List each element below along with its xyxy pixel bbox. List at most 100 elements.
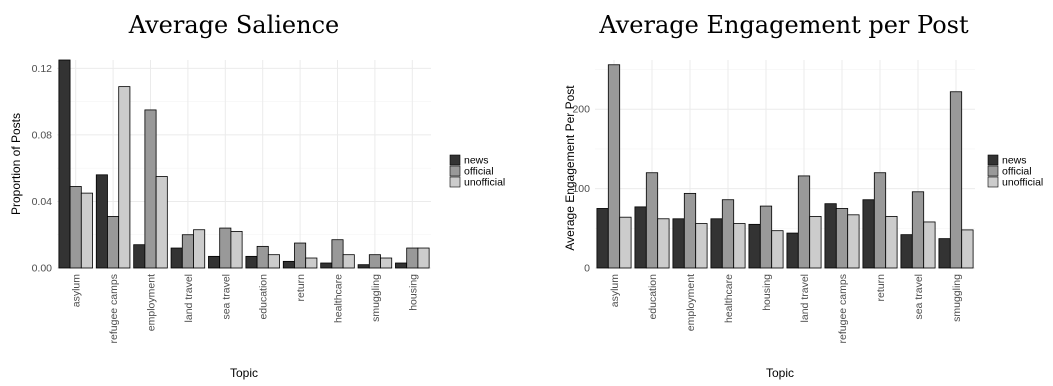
legend-swatch — [987, 176, 999, 188]
legend-label: official — [1002, 166, 1032, 178]
x-tick-label: education — [647, 274, 659, 320]
x-tick-label: sea travel — [220, 274, 232, 320]
x-tick-label: employment — [685, 274, 697, 331]
x-axis-title: Topic — [766, 366, 794, 380]
bar-news — [634, 206, 647, 269]
bar-unofficial — [657, 218, 670, 269]
bar-official — [331, 239, 344, 269]
bar-official — [645, 172, 659, 269]
bar-news — [95, 174, 108, 269]
legend-label: unofficial — [1002, 177, 1043, 189]
bar-official — [683, 192, 697, 269]
y-axis-title: Proportion of Posts — [9, 113, 23, 215]
bar-unofficial — [155, 176, 168, 269]
x-tick-label: smuggling — [951, 274, 963, 322]
y-tick-label: 0.12 — [32, 63, 53, 75]
bar-news — [748, 223, 761, 269]
x-tick-label: housing — [761, 274, 773, 311]
bar-unofficial — [118, 86, 131, 269]
engagement-chart: Average Engagement per Post Topic Averag… — [563, 11, 1043, 380]
bar-news — [900, 234, 913, 269]
legend-swatch — [449, 176, 461, 188]
legend-swatch — [449, 165, 461, 177]
legend-label: news — [1002, 155, 1027, 167]
bar-unofficial — [417, 247, 430, 269]
bar-unofficial — [193, 229, 206, 269]
x-tick-label: land travel — [183, 274, 195, 322]
bar-news — [170, 247, 183, 269]
legend-swatch — [987, 154, 999, 166]
bar-news — [208, 255, 221, 269]
x-tick-label: housing — [407, 274, 419, 311]
bar-official — [69, 186, 82, 269]
bar-news — [357, 264, 370, 269]
bar-news — [710, 218, 723, 269]
x-tick-label: employment — [146, 274, 158, 331]
bar-news — [596, 208, 609, 269]
bar-official — [607, 64, 621, 269]
bar-unofficial — [230, 230, 243, 269]
bar-unofficial — [619, 216, 632, 269]
x-tick-label: refugee camps — [108, 274, 120, 343]
bar-official — [759, 205, 773, 269]
y-tick-label: 100 — [572, 183, 590, 195]
chart-title: Average Engagement per Post — [598, 11, 969, 39]
bar-official — [144, 109, 157, 269]
x-tick-label: land travel — [799, 274, 811, 322]
bar-official — [181, 234, 194, 269]
bar-unofficial — [380, 257, 393, 269]
y-tick-label: 0.00 — [32, 263, 53, 275]
bar-official — [107, 216, 120, 269]
bar-news — [245, 255, 258, 269]
x-tick-label: return — [875, 274, 887, 302]
legend-label: news — [464, 155, 489, 167]
bar-official — [406, 247, 419, 269]
x-tick-label: asylum — [609, 274, 621, 308]
bar-unofficial — [733, 223, 746, 269]
bar-news — [395, 262, 408, 269]
y-tick-label: 0.04 — [32, 196, 53, 208]
bar-official — [873, 172, 887, 269]
bar-official — [949, 91, 963, 269]
bar-official — [797, 175, 811, 269]
bar-official — [256, 245, 269, 269]
legend-swatch — [987, 165, 999, 177]
bar-unofficial — [847, 214, 860, 269]
plot-area — [595, 60, 975, 269]
x-tick-label: refugee camps — [837, 274, 849, 343]
x-tick-label: healthcare — [333, 274, 345, 323]
bar-news — [938, 238, 951, 269]
bar-news — [133, 244, 146, 269]
bar-official — [219, 227, 232, 269]
x-tick-label: education — [258, 274, 270, 320]
bar-official — [835, 208, 849, 269]
bar-unofficial — [80, 192, 93, 269]
x-tick-label: asylum — [71, 274, 83, 308]
bar-official — [911, 191, 925, 269]
bar-news — [862, 199, 875, 269]
x-tick-label: sea travel — [913, 274, 925, 320]
bar-news — [824, 203, 837, 269]
legend-label: unofficial — [464, 177, 505, 189]
bar-news — [786, 232, 799, 269]
bar-unofficial — [885, 215, 898, 269]
bar-unofficial — [695, 223, 708, 269]
salience-chart: Average Salience Topic Proportion of Pos… — [9, 11, 505, 380]
y-tick-label: 0 — [584, 263, 590, 275]
legend-swatch — [449, 154, 461, 166]
y-tick-label: 0.08 — [32, 129, 53, 141]
bar-news — [282, 260, 295, 269]
x-tick-label: healthcare — [723, 274, 735, 323]
x-axis-title: Topic — [230, 366, 258, 380]
bar-news — [58, 59, 71, 269]
bar-unofficial — [267, 254, 280, 269]
bar-official — [721, 199, 735, 269]
bar-unofficial — [305, 257, 318, 269]
bar-official — [368, 254, 381, 269]
bar-unofficial — [342, 254, 355, 269]
y-axis-title: Average Engagement Per Post — [563, 85, 577, 251]
x-tick-label: return — [295, 274, 307, 302]
x-tick-label: smuggling — [370, 274, 382, 322]
